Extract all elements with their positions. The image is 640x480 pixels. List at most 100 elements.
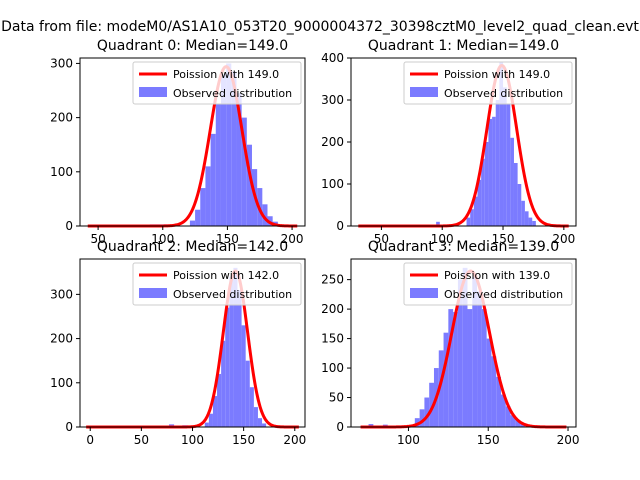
histogram-bar xyxy=(262,204,268,226)
histogram-bar xyxy=(515,419,521,427)
legend-box xyxy=(403,262,573,306)
histogram-bar xyxy=(473,196,478,226)
histogram-bar xyxy=(249,387,254,427)
legend-hist-swatch xyxy=(139,87,167,97)
histogram-bar xyxy=(499,62,504,227)
histogram-bar xyxy=(208,413,213,427)
histogram-bar xyxy=(528,217,533,226)
legend-hist-swatch xyxy=(410,87,438,97)
histogram-bar xyxy=(513,163,518,226)
histogram-bar xyxy=(221,340,226,427)
histogram-bar xyxy=(443,332,449,427)
y-tick-label: 150 xyxy=(321,332,344,346)
histogram-bar xyxy=(241,325,246,427)
y-tick-label: 50 xyxy=(329,391,344,405)
histogram-bar xyxy=(477,179,482,226)
x-tick-label: 200 xyxy=(283,433,306,447)
histogram-bar xyxy=(438,350,444,427)
histogram-bar xyxy=(262,423,267,427)
legend-hist-label: Observed distribution xyxy=(173,87,292,100)
quadrant-0-legend: Poission with 149.0 Observed distribution xyxy=(132,61,302,105)
histogram-bar xyxy=(481,309,487,427)
x-tick-label: 150 xyxy=(492,232,515,246)
y-tick-label: 250 xyxy=(321,273,344,287)
quadrant-1-chart: Quadrant 1: Median=149.0 50 100 150 200 0 100 2… xyxy=(321,38,577,246)
quadrant-2-title: Quadrant 2: Median=142.0 xyxy=(97,239,288,255)
histogram-bar xyxy=(503,87,507,227)
legend-line-label: Poission with 149.0 xyxy=(173,68,279,81)
histogram-bar xyxy=(510,415,516,427)
quadrant-2-histogram xyxy=(168,267,267,427)
quadrant-3-legend: Poission with 139.0 Observed distribution xyxy=(403,262,573,306)
x-tick-label: 200 xyxy=(281,232,304,246)
y-tick-label: 400 xyxy=(321,51,344,65)
histogram-bar xyxy=(424,397,430,427)
histogram-bar xyxy=(233,267,238,427)
histogram-bar xyxy=(204,422,209,427)
quadrant-1-legend: Poission with 149.0 Observed distribution xyxy=(403,61,573,105)
x-tick-label: 200 xyxy=(557,433,580,447)
histogram-bar xyxy=(466,217,471,226)
figure-suptitle: Data from file: modeM0/AS1A10_053T20_900… xyxy=(1,19,639,35)
x-tick-label: 50 xyxy=(90,232,105,246)
histogram-bar xyxy=(236,93,242,227)
y-tick-label: 300 xyxy=(50,287,73,301)
histogram-bar xyxy=(484,142,489,226)
y-tick-label: 100 xyxy=(50,165,73,179)
y-tick-label: 100 xyxy=(321,177,344,191)
legend-hist-label: Observed distribution xyxy=(173,288,292,301)
histogram-bar xyxy=(520,423,525,427)
histogram-bar xyxy=(245,360,250,427)
legend-line-label: Poission with 142.0 xyxy=(173,269,279,282)
quadrant-1-histogram xyxy=(436,62,536,227)
histogram-bar xyxy=(429,382,434,427)
histogram-bar xyxy=(506,104,511,226)
histogram-bar xyxy=(470,209,474,226)
histogram-bar xyxy=(488,118,493,226)
legend-box xyxy=(132,262,302,306)
quadrant-3-axes-frame xyxy=(350,258,577,428)
y-tick-label: 200 xyxy=(50,332,73,346)
legend-line-label: Poission with 149.0 xyxy=(444,68,550,81)
histogram-bar xyxy=(414,418,420,427)
legend-line-label: Poission with 139.0 xyxy=(444,269,550,282)
y-tick-label: 200 xyxy=(321,135,344,149)
y-tick-label: 200 xyxy=(50,111,73,125)
histogram-bar xyxy=(215,104,221,226)
x-tick-label: 100 xyxy=(181,433,204,447)
histogram-bar xyxy=(524,211,529,226)
histogram-bar xyxy=(486,338,492,427)
histogram-bar xyxy=(467,309,473,427)
quadrant-0-axes-frame xyxy=(79,57,306,227)
histogram-bar xyxy=(229,276,234,427)
x-tick-label: 150 xyxy=(216,232,239,246)
histogram-bar xyxy=(205,166,211,226)
histogram-bar xyxy=(521,200,525,226)
histogram-bar xyxy=(462,267,468,427)
x-tick-label: 50 xyxy=(134,433,149,447)
histogram-bar xyxy=(253,407,258,427)
histogram-bar xyxy=(210,133,216,226)
histogram-bar xyxy=(217,373,222,427)
x-tick-label: 0 xyxy=(86,433,94,447)
histogram-bar xyxy=(237,289,242,427)
y-tick-label: 200 xyxy=(321,302,344,316)
histogram-bar xyxy=(257,418,263,427)
histogram-bar xyxy=(241,117,247,226)
y-tick-label: 0 xyxy=(65,219,73,233)
quadrant-1-title: Quadrant 1: Median=149.0 xyxy=(368,38,559,54)
histogram-bar xyxy=(510,137,514,226)
histogram-bar xyxy=(472,276,478,427)
x-tick-label: 150 xyxy=(477,433,500,447)
histogram-bar xyxy=(231,71,237,226)
y-tick-label: 100 xyxy=(321,361,344,375)
histogram-bar xyxy=(419,409,425,427)
y-tick-label: 0 xyxy=(336,420,344,434)
quadrant-3-chart: Quadrant 3: Median=139.0 100 150 200 0 50 100 1… xyxy=(321,239,579,447)
quadrant-0-title: Quadrant 0: Median=149.0 xyxy=(97,38,288,54)
legend-hist-swatch xyxy=(139,288,167,298)
legend-hist-label: Observed distribution xyxy=(444,87,563,100)
quadrant-0-chart: Quadrant 0: Median=149.0 50 100 150 200 0 100 2… xyxy=(50,38,306,246)
x-tick-label: 100 xyxy=(431,232,454,246)
